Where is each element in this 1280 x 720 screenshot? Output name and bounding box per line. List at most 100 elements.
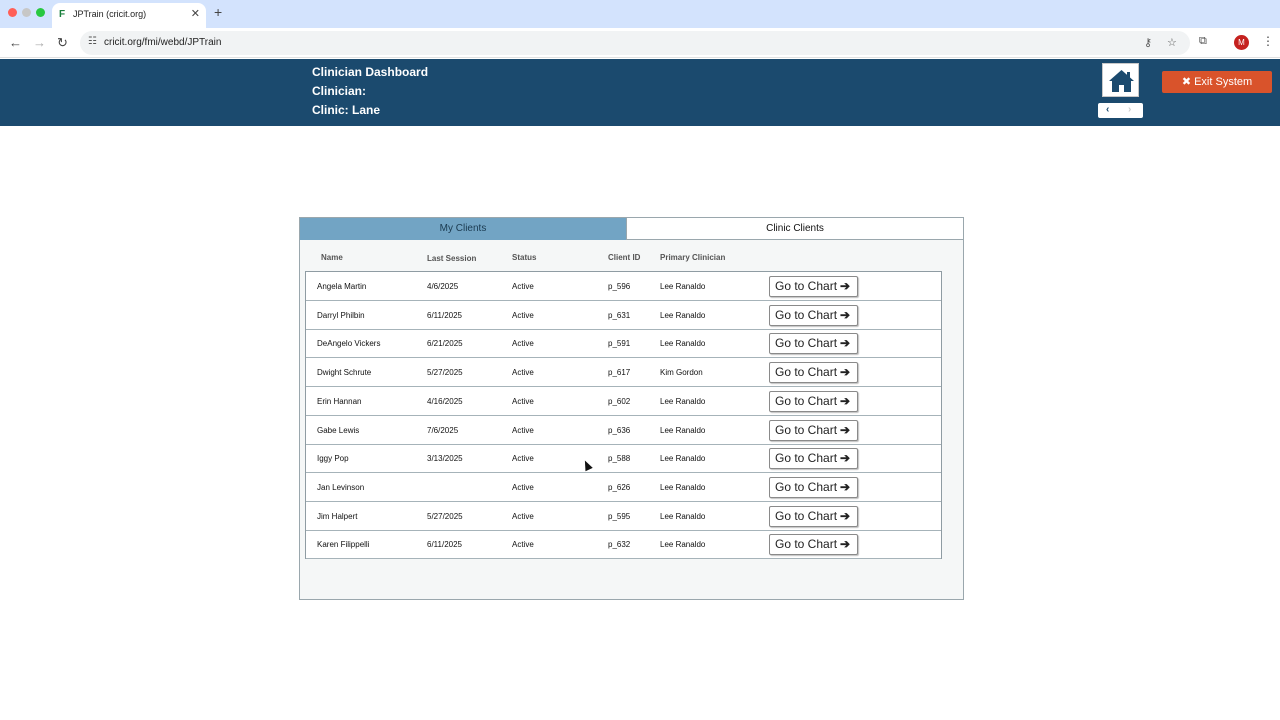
- window-maximize-button[interactable]: [36, 8, 45, 17]
- table-row: Jan Levinson Active p_626 Lee Ranaldo Go to …: [306, 473, 941, 502]
- client-status: Active: [512, 339, 534, 349]
- arrow-right-icon: ➔: [840, 422, 851, 437]
- reload-icon[interactable]: ↻: [57, 35, 68, 50]
- primary-clinician: Lee Ranaldo: [660, 282, 706, 291]
- client-id: p_591: [608, 339, 631, 349]
- exit-system-label: Exit System: [1194, 76, 1253, 88]
- primary-clinician: Lee Ranaldo: [660, 540, 706, 550]
- client-status: Active: [512, 482, 534, 492]
- go-to-chart-button[interactable]: Go to Chart ➔: [769, 534, 858, 556]
- last-session: 4/6/2025: [427, 282, 459, 291]
- primary-clinician: Lee Ranaldo: [660, 339, 706, 349]
- more-menu-icon[interactable]: ⋮: [1262, 34, 1274, 48]
- browser-toolbar: ← → ↻ ☷ cricit.org/fmi/webd/JPTrain ⚷ ☆ …: [0, 28, 1280, 58]
- go-to-chart-button[interactable]: Go to Chart ➔: [769, 448, 858, 470]
- primary-clinician: Lee Ranaldo: [660, 454, 706, 464]
- history-nav: ‹ ›: [1098, 103, 1143, 118]
- table-row: Angela Martin 4/6/2025 Active p_596 Lee Rana…: [306, 272, 941, 301]
- url-text[interactable]: cricit.org/fmi/webd/JPTrain: [104, 37, 222, 48]
- table-row: Darryl Philbin 6/11/2025 Active p_631 Lee Ra…: [306, 301, 941, 330]
- arrow-right-icon: ➔: [840, 537, 851, 552]
- password-key-icon[interactable]: ⚷: [1144, 37, 1153, 49]
- go-to-chart-label: Go to Chart: [775, 365, 838, 380]
- primary-clinician: Kim Gordon: [660, 368, 703, 378]
- go-to-chart-label: Go to Chart: [775, 336, 838, 351]
- nav-forward-icon[interactable]: ›: [1128, 104, 1132, 115]
- client-name: Darryl Philbin: [317, 310, 365, 320]
- tab-title: JPTrain (cricit.org): [73, 9, 147, 19]
- client-name: Gabe Lewis: [317, 425, 360, 435]
- arrow-right-icon: ➔: [840, 393, 851, 408]
- client-name: Erin Hannan: [317, 396, 362, 406]
- site-info-icon[interactable]: ☷: [88, 36, 97, 47]
- go-to-chart-button[interactable]: Go to Chart ➔: [769, 304, 858, 326]
- client-status: Active: [512, 282, 534, 291]
- arrow-right-icon: ➔: [840, 451, 851, 466]
- tab-clinic-clients[interactable]: Clinic Clients: [626, 218, 963, 240]
- arrow-right-icon: ➔: [840, 307, 851, 322]
- go-to-chart-button[interactable]: Go to Chart ➔: [769, 390, 858, 412]
- table-row: Gabe Lewis 7/6/2025 Active p_636 Lee Ranaldo…: [306, 416, 941, 445]
- go-to-chart-label: Go to Chart: [775, 537, 838, 552]
- bookmark-star-icon[interactable]: ☆: [1167, 37, 1177, 49]
- client-id: p_626: [608, 482, 631, 492]
- arrow-right-icon: ➔: [840, 508, 851, 523]
- column-header-client-id: Client ID: [608, 253, 641, 262]
- clinician-label: Clinician:: [312, 84, 367, 98]
- tab-search-icon[interactable]: ⧉: [1199, 35, 1207, 47]
- table-row: DeAngelo Vickers 6/21/2025 Active p_591 Lee …: [306, 329, 941, 359]
- client-name: Dwight Schrute: [317, 368, 372, 378]
- primary-clinician: Lee Ranaldo: [660, 310, 706, 320]
- last-session: 5/27/2025: [427, 368, 463, 378]
- client-id: p_588: [608, 454, 631, 464]
- table-row: Erin Hannan 4/16/2025 Active p_602 Lee Ranal…: [306, 387, 941, 416]
- table-row: Karen Filippelli 6/11/2025 Active p_632 Lee …: [306, 530, 941, 560]
- go-to-chart-button[interactable]: Go to Chart ➔: [769, 333, 858, 355]
- last-session: 6/11/2025: [427, 310, 462, 320]
- profile-avatar[interactable]: M: [1234, 35, 1249, 50]
- go-to-chart-label: Go to Chart: [775, 479, 838, 494]
- nav-back-icon[interactable]: ‹: [1106, 104, 1110, 115]
- client-id: p_636: [608, 425, 631, 435]
- client-table: Angela Martin 4/6/2025 Active p_596 Lee Rana…: [305, 271, 942, 560]
- tab-my-clients[interactable]: My Clients: [300, 218, 626, 240]
- browser-tabstrip: F JPTrain (cricit.org) ✕ +: [0, 0, 1280, 28]
- primary-clinician: Lee Ranaldo: [660, 482, 706, 492]
- new-tab-icon[interactable]: +: [214, 4, 223, 20]
- home-icon: [1109, 70, 1134, 92]
- client-name: Jan Levinson: [317, 482, 365, 492]
- client-name: Angela Martin: [317, 282, 367, 291]
- exit-system-button[interactable]: ✖ Exit System: [1162, 71, 1272, 93]
- clients-panel: My Clients Clinic Clients Name Last Sess…: [299, 217, 964, 600]
- client-status: Active: [512, 540, 534, 550]
- go-to-chart-button[interactable]: Go to Chart ➔: [769, 476, 858, 498]
- home-button[interactable]: [1102, 63, 1139, 97]
- tab-close-icon[interactable]: ✕: [190, 8, 200, 20]
- client-name: Karen Filippelli: [317, 540, 370, 550]
- primary-clinician: Lee Ranaldo: [660, 396, 706, 406]
- client-status: Active: [512, 368, 534, 378]
- column-header-status: Status: [512, 253, 537, 262]
- go-to-chart-button[interactable]: Go to Chart ➔: [769, 362, 858, 384]
- column-header-primary-clinician: Primary Clinician: [660, 253, 726, 262]
- client-name: Jim Halpert: [317, 511, 358, 521]
- client-status: Active: [512, 454, 534, 464]
- window-close-button[interactable]: [8, 8, 17, 17]
- window-minimize-button[interactable]: [22, 8, 31, 17]
- go-to-chart-label: Go to Chart: [775, 508, 838, 523]
- address-bar[interactable]: ☷ cricit.org/fmi/webd/JPTrain ⚷ ☆: [80, 31, 1190, 55]
- client-name: Iggy Pop: [317, 454, 349, 464]
- client-status: Active: [512, 425, 534, 435]
- last-session: 7/6/2025: [427, 425, 459, 435]
- client-status: Active: [512, 511, 534, 521]
- table-row: Iggy Pop 3/13/2025 Active p_588 Lee Ranaldo G…: [306, 444, 941, 474]
- go-to-chart-button[interactable]: Go to Chart ➔: [769, 276, 858, 297]
- back-icon[interactable]: ←: [9, 35, 22, 50]
- arrow-right-icon: ➔: [840, 479, 851, 494]
- browser-tab[interactable]: F JPTrain (cricit.org) ✕: [52, 3, 206, 28]
- go-to-chart-label: Go to Chart: [775, 393, 838, 408]
- forward-icon[interactable]: →: [33, 35, 46, 50]
- go-to-chart-button[interactable]: Go to Chart ➔: [769, 419, 858, 441]
- dashboard-title: Clinician Dashboard: [312, 65, 429, 79]
- go-to-chart-button[interactable]: Go to Chart ➔: [769, 505, 858, 527]
